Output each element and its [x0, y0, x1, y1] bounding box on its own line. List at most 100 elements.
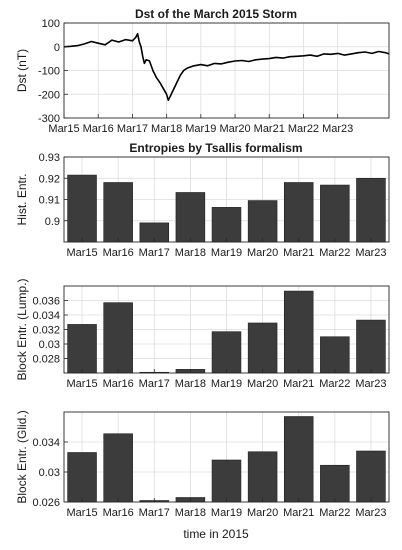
hist-entropy-xtick-label: Mar19 — [211, 247, 242, 259]
block-lump-xtick-label: Mar19 — [211, 378, 242, 390]
block-lump-ytick-label: 0.028 — [32, 354, 60, 366]
block-glid-panel: Block Entr. (Glid.) 0.026 0.03 0.034 Mar15… — [15, 410, 390, 541]
block-glid-xtick-label: Mar15 — [66, 507, 97, 519]
block-glid-ytick-label: 0.03 — [39, 467, 60, 479]
hist-entropy-bar — [320, 184, 350, 243]
dst-xtick-label: Mar16 — [83, 123, 114, 135]
block-lump-bar — [247, 322, 278, 374]
hist-entropy-bars — [67, 174, 386, 243]
hist-entropy-xtick-label: Mar20 — [247, 247, 278, 259]
block-lump-xticks: Mar15 Mar16 Mar17 Mar18 Mar19 Mar20 Mar21 Mar22… — [66, 369, 387, 390]
hist-entropy-panel: Entropies by Tsallis formalism Hist. Ent… — [15, 141, 390, 259]
dst-title: Dst of the March 2015 Storm — [135, 7, 297, 21]
dst-ytick-label: 100 — [42, 18, 60, 30]
block-lump-ytick-label: 0.034 — [32, 310, 60, 322]
dst-yticks: 100 0 -100 -200 -300 — [38, 18, 68, 125]
block-glid-xtick-label: Mar22 — [319, 507, 350, 519]
time-xlabel: time in 2015 — [183, 527, 249, 541]
block-glid-xtick-label: Mar23 — [355, 507, 386, 519]
block-glid-bar — [103, 433, 133, 503]
block-lump-xtick-label: Mar21 — [283, 378, 314, 390]
hist-entropy-ylabel: Hist. Entr. — [15, 173, 29, 225]
block-lump-bar — [67, 324, 97, 374]
dst-ylabel: Dst (nT) — [15, 49, 29, 92]
dst-xtick-label: Mar20 — [219, 123, 250, 135]
block-lump-yticks: 0.028 0.03 0.032 0.034 0.036 — [32, 296, 68, 366]
block-glid-bars — [67, 416, 386, 503]
hist-entropy-ytick-label: 0.91 — [39, 195, 60, 207]
dst-line-panel: Dst of the March 2015 Storm Dst (nT) 100… — [15, 7, 390, 135]
dst-axes-box — [63, 22, 390, 119]
block-lump-bars — [67, 290, 386, 374]
block-glid-ylabel: Block Entr. (Glid.) — [15, 410, 29, 503]
block-glid-bar — [67, 452, 97, 503]
block-glid-xtick-label: Mar19 — [211, 507, 242, 519]
block-lump-panel: Block Entr. (Lump.) 0.0280.030.0320.0340… — [15, 278, 390, 390]
block-lump-bar — [283, 290, 314, 374]
block-glid-bar — [211, 459, 242, 503]
hist-entropy-xticks: Mar15 Mar16 Mar17 Mar18 Mar19 Mar20 Mar21 Mar22… — [66, 238, 387, 259]
block-glid-bar — [247, 451, 278, 503]
dst-xtick-label: Mar22 — [288, 123, 319, 135]
hist-entropy-bar — [247, 200, 278, 243]
block-glid-bar — [283, 416, 314, 503]
block-lump-xtick-label: Mar23 — [355, 378, 386, 390]
block-lump-xtick-label: Mar15 — [66, 378, 97, 390]
dst-xtick-label: Mar15 — [48, 123, 79, 135]
hist-entropy-xtick-label: Mar21 — [283, 247, 314, 259]
dst-ytick-label: -300 — [38, 113, 60, 125]
block-lump-ytick-label: 0.032 — [32, 325, 60, 337]
block-lump-xtick-label: Mar20 — [247, 378, 278, 390]
dst-xticks: Mar15 Mar16 Mar17 Mar18 Mar19 Mar20 Mar21 Mar22… — [48, 114, 353, 135]
block-glid-yticks: 0.026 0.03 0.034 — [32, 437, 68, 509]
hist-entropy-yticks: 0.9 0.91 0.92 0.93 — [39, 152, 68, 228]
block-lump-ylabel: Block Entr. (Lump.) — [15, 278, 29, 380]
block-glid-xtick-label: Mar20 — [247, 507, 278, 519]
hist-entropy-axes-box — [63, 156, 390, 243]
block-lump-bar — [211, 331, 242, 374]
hist-entropy-bar — [211, 207, 242, 243]
block-glid-axes-box — [63, 411, 390, 503]
dst-line-series — [63, 32, 390, 101]
hist-entropy-xtick-label: Mar16 — [103, 247, 134, 259]
block-glid-ytick-label: 0.034 — [32, 437, 60, 449]
block-lump-ytick-label: 0.036 — [32, 296, 60, 308]
block-lump-xtick-label: Mar17 — [139, 378, 170, 390]
block-lump-xtick-label: Mar18 — [175, 378, 206, 390]
block-lump-bar — [103, 302, 133, 374]
hist-entropy-bar — [283, 182, 314, 243]
block-lump-xtick-label: Mar16 — [103, 378, 134, 390]
block-lump-bar — [320, 336, 350, 374]
block-lump-axes-box — [63, 285, 390, 374]
block-glid-xtick-label: Mar16 — [103, 507, 134, 519]
dst-xtick-label: Mar21 — [254, 123, 285, 135]
hist-entropy-xtick-label: Mar18 — [175, 247, 206, 259]
dst-ytick-label: 0 — [54, 42, 60, 54]
block-glid-xtick-label: Mar17 — [139, 507, 170, 519]
dst-xtick-label: Mar23 — [322, 123, 353, 135]
hist-entropy-xtick-label: Mar23 — [355, 247, 386, 259]
block-glid-bar — [320, 464, 350, 503]
block-glid-xticks: Mar15 Mar16 Mar17 Mar18 Mar19 Mar20 Mar21 Mar22… — [66, 498, 387, 519]
dst-xtick-label: Mar17 — [117, 123, 148, 135]
block-glid-xtick-label: Mar18 — [175, 507, 206, 519]
hist-entropy-ytick-label: 0.93 — [39, 152, 60, 164]
hist-entropy-xtick-label: Mar15 — [66, 247, 97, 259]
block-lump-ytick-label: 0.03 — [39, 339, 60, 351]
block-glid-xtick-label: Mar21 — [283, 507, 314, 519]
dst-xtick-label: Mar19 — [185, 123, 216, 135]
block-lump-bar — [356, 319, 386, 374]
hist-entropy-bar — [175, 192, 206, 243]
hist-entropy-xtick-label: Mar17 — [139, 247, 170, 259]
hist-entropy-ytick-label: 0.9 — [45, 216, 60, 228]
hist-entropy-bar — [356, 177, 386, 243]
block-lump-xtick-label: Mar22 — [319, 378, 350, 390]
dst-ytick-label: -200 — [38, 89, 60, 101]
hist-entropy-xtick-label: Mar22 — [319, 247, 350, 259]
block-glid-ytick-label: 0.026 — [32, 497, 60, 509]
block-glid-bar — [356, 450, 386, 503]
dst-ytick-label: -100 — [38, 66, 60, 78]
entropies-title: Entropies by Tsallis formalism — [129, 141, 302, 155]
dst-line — [63, 32, 390, 101]
